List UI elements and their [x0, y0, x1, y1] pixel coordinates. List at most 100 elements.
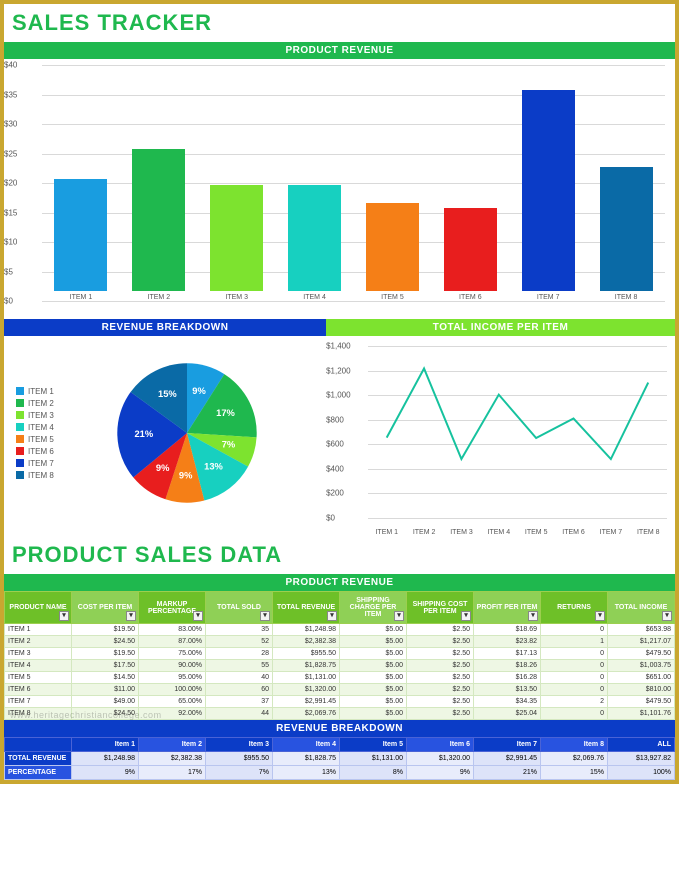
table-row: ITEM 1$19.5083.00%35$1,248.98$5.00$2.50$… [5, 624, 675, 636]
table-cell: $2.50 [407, 684, 474, 696]
table-cell: $5.00 [340, 684, 407, 696]
table-cell: $5.00 [340, 636, 407, 648]
table-cell: $2,069.76 [273, 708, 340, 720]
table-header[interactable]: TOTAL REVENUE▾ [273, 592, 340, 624]
filter-dropdown-icon[interactable]: ▾ [662, 611, 672, 621]
rb-header: Item 8 [541, 738, 608, 752]
table-row: ITEM 5$14.5095.00%40$1,131.00$5.00$2.50$… [5, 672, 675, 684]
table-cell: ITEM 3 [5, 648, 72, 660]
filter-dropdown-icon[interactable]: ▾ [193, 611, 203, 621]
bar [132, 149, 185, 291]
table-header[interactable]: MARKUP PERCENTAGE▾ [139, 592, 206, 624]
filter-dropdown-icon[interactable]: ▾ [394, 611, 404, 621]
table-header[interactable]: RETURNS▾ [541, 592, 608, 624]
rb-row-label: PERCENTAGE [5, 766, 72, 780]
bar-category-label: ITEM 4 [303, 291, 326, 301]
table-cell: $1,101.76 [608, 708, 675, 720]
table-cell: 65.00% [139, 696, 206, 708]
table-cell: 44 [206, 708, 273, 720]
line-ylabel: $1,200 [326, 366, 350, 375]
table-header[interactable]: PROFIT PER ITEM▾ [474, 592, 541, 624]
bar [600, 167, 653, 291]
rb-cell: 17% [139, 766, 206, 780]
rb-header: Item 4 [273, 738, 340, 752]
table-cell: ITEM 6 [5, 684, 72, 696]
bar-chart: ITEM 1ITEM 2ITEM 3ITEM 4ITEM 5ITEM 6ITEM… [4, 59, 675, 319]
section-header-product-revenue: PRODUCT REVENUE [4, 42, 675, 59]
bar [288, 185, 341, 291]
line-ylabel: $1,000 [326, 391, 350, 400]
table-cell: 40 [206, 672, 273, 684]
table-header[interactable]: SHIPPING COST PER ITEM▾ [407, 592, 474, 624]
table-cell: 0 [541, 672, 608, 684]
table-cell: $2.50 [407, 696, 474, 708]
table-row: ITEM 3$19.5075.00%28$955.50$5.00$2.50$17… [5, 648, 675, 660]
table-cell: $5.00 [340, 624, 407, 636]
line-ylabel: $1,400 [326, 342, 350, 351]
line-series [387, 368, 649, 459]
rb-header: Item 2 [139, 738, 206, 752]
rb-header: Item 6 [407, 738, 474, 752]
line-ylabel: $200 [326, 489, 344, 498]
table-cell: 75.00% [139, 648, 206, 660]
filter-dropdown-icon[interactable]: ▾ [327, 611, 337, 621]
table-cell: 87.00% [139, 636, 206, 648]
rb-cell: $2,069.76 [541, 752, 608, 766]
table-cell: $25.04 [474, 708, 541, 720]
table-cell: ITEM 2 [5, 636, 72, 648]
table-cell: $479.50 [608, 696, 675, 708]
filter-dropdown-icon[interactable]: ▾ [260, 611, 270, 621]
rb-cell: 100% [608, 766, 675, 780]
svg-text:17%: 17% [216, 408, 235, 418]
filter-dropdown-icon[interactable]: ▾ [595, 611, 605, 621]
table-cell: 0 [541, 708, 608, 720]
rb-cell: $1,320.00 [407, 752, 474, 766]
section-header-revenue-breakdown-2: REVENUE BREAKDOWN [4, 720, 675, 737]
table-header[interactable]: SHIPPING CHARGE PER ITEM▾ [340, 592, 407, 624]
table-cell: 83.00% [139, 624, 206, 636]
table-cell: $18.69 [474, 624, 541, 636]
section-header-total-income: TOTAL INCOME PER ITEM [326, 319, 675, 336]
line-chart: ITEM 1ITEM 2ITEM 3ITEM 4ITEM 5ITEM 6ITEM… [326, 336, 675, 536]
legend-item: ITEM 4 [16, 423, 54, 432]
filter-dropdown-icon[interactable]: ▾ [126, 611, 136, 621]
pie-chart: ITEM 1ITEM 2ITEM 3ITEM 4ITEM 5ITEM 6ITEM… [4, 336, 326, 530]
filter-dropdown-icon[interactable]: ▾ [461, 611, 471, 621]
table-header[interactable]: COST PER ITEM▾ [72, 592, 139, 624]
table-cell: $2.50 [407, 708, 474, 720]
bar [444, 208, 497, 291]
table-header[interactable]: TOTAL SOLD▾ [206, 592, 273, 624]
table-cell: $13.50 [474, 684, 541, 696]
table-header[interactable]: TOTAL INCOME▾ [608, 592, 675, 624]
legend-item: ITEM 7 [16, 459, 54, 468]
line-ylabel: $800 [326, 415, 344, 424]
rb-header: Item 3 [206, 738, 273, 752]
rb-cell: 9% [407, 766, 474, 780]
table-cell: $479.50 [608, 648, 675, 660]
table-header[interactable]: PRODUCT NAME▾ [5, 592, 72, 624]
filter-dropdown-icon[interactable]: ▾ [528, 611, 538, 621]
rb-cell: 7% [206, 766, 273, 780]
rb-cell: 9% [72, 766, 139, 780]
rb-cell: 13% [273, 766, 340, 780]
table-cell: $19.50 [72, 648, 139, 660]
table-cell: 90.00% [139, 660, 206, 672]
table-cell: ITEM 8 [5, 708, 72, 720]
legend-item: ITEM 6 [16, 447, 54, 456]
filter-dropdown-icon[interactable]: ▾ [59, 611, 69, 621]
line-xlabel: ITEM 4 [480, 529, 517, 536]
table-cell: 55 [206, 660, 273, 672]
bar-ylabel: $40 [4, 61, 17, 70]
legend-item: ITEM 8 [16, 471, 54, 480]
table-cell: $5.00 [340, 696, 407, 708]
line-xlabel: ITEM 8 [630, 529, 667, 536]
rb-header: Item 5 [340, 738, 407, 752]
rb-header: ALL [608, 738, 675, 752]
line-ylabel: $600 [326, 440, 344, 449]
line-xlabel: ITEM 2 [405, 529, 442, 536]
svg-text:9%: 9% [156, 463, 170, 473]
line-ylabel: $400 [326, 464, 344, 473]
table-cell: $955.50 [273, 648, 340, 660]
rb-cell: 8% [340, 766, 407, 780]
line-xlabel: ITEM 1 [368, 529, 405, 536]
